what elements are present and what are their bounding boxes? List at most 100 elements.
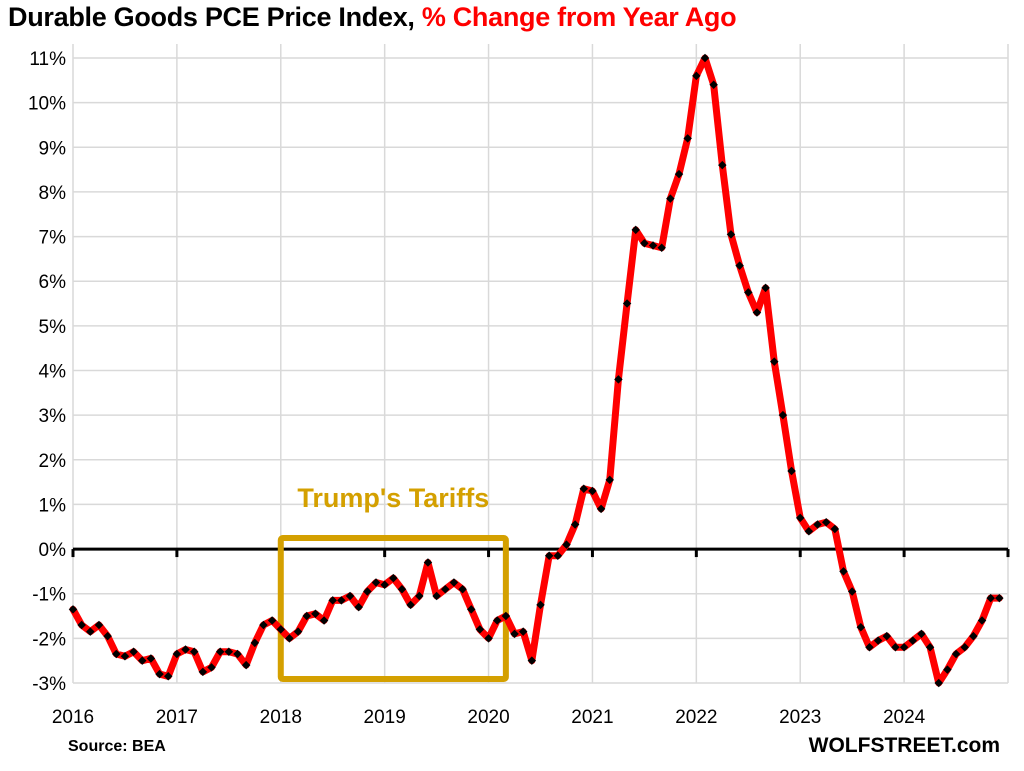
data-point [371, 578, 381, 587]
data-point [406, 600, 415, 610]
data-point [821, 518, 831, 527]
data-point [847, 587, 857, 596]
data-point [328, 596, 337, 605]
data-point [735, 261, 744, 270]
y-tick-label: 4% [39, 362, 67, 383]
x-tick-label: 2017 [156, 707, 198, 728]
data-point [536, 600, 545, 610]
data-point [891, 643, 900, 652]
data-point [492, 616, 502, 625]
x-tick-label: 2022 [675, 707, 717, 728]
brand-logo: WOLFSTREET.com [808, 734, 1000, 757]
data-point [744, 288, 753, 297]
data-point [778, 410, 788, 420]
y-tick-label: -3% [32, 674, 66, 695]
x-tick-label: 2020 [467, 707, 509, 728]
data-point [908, 636, 918, 645]
x-tick-label: 2018 [260, 707, 302, 728]
data-point [614, 375, 623, 384]
data-point [813, 520, 822, 529]
data-point [475, 625, 485, 634]
data-point [415, 591, 424, 601]
data-point [761, 283, 770, 293]
data-point [960, 643, 969, 652]
y-tick-label: 7% [39, 228, 67, 249]
data-point [337, 596, 346, 605]
data-point [856, 622, 866, 632]
data-point [363, 587, 372, 596]
y-tick-label: 6% [39, 272, 67, 293]
source-note: Source: BEA [68, 738, 166, 755]
data-point [397, 585, 407, 594]
y-tick-label: 5% [39, 317, 67, 338]
data-point [380, 580, 389, 590]
data-point [484, 634, 493, 643]
data-point [934, 678, 943, 688]
data-point [466, 605, 476, 614]
data-point [345, 591, 355, 601]
data-point [276, 625, 286, 634]
data-point [389, 573, 398, 583]
data-point [804, 526, 814, 536]
x-tick-label: 2021 [571, 707, 613, 728]
x-tick-label: 2024 [883, 707, 926, 728]
title-highlight: % Change from Year Ago [421, 2, 737, 32]
data-point [596, 504, 606, 514]
data-point [570, 520, 580, 529]
tariff-label: Trump's Tariffs [297, 483, 489, 513]
x-tick-label: 2019 [364, 707, 406, 728]
y-tick-label: 2% [39, 451, 67, 472]
title-main: Durable Goods PCE Price Index, [8, 2, 415, 32]
y-tick-label: 3% [39, 406, 67, 427]
data-point [544, 551, 554, 561]
data-point [267, 616, 277, 625]
data-point [951, 649, 961, 659]
data-point [622, 299, 632, 308]
data-point [977, 616, 987, 625]
data-point [588, 486, 597, 496]
data-point [995, 593, 1004, 603]
data-point [925, 643, 935, 652]
data-point [605, 475, 615, 485]
x-tick-label: 2016 [52, 707, 94, 728]
data-point [259, 620, 268, 630]
y-tick-label: 8% [39, 183, 67, 204]
data-point [986, 593, 995, 603]
y-tick-label: 0% [39, 540, 67, 561]
data-point [830, 524, 840, 534]
x-tick-label: 2023 [779, 707, 821, 728]
data-point [458, 585, 467, 594]
y-tick-label: -1% [32, 585, 66, 606]
y-tick-label: 9% [39, 138, 67, 159]
y-tick-label: 1% [39, 495, 67, 516]
data-point [518, 627, 528, 636]
data-point [319, 616, 329, 625]
data-point [449, 578, 459, 587]
data-point [562, 540, 571, 549]
data-point [501, 611, 511, 621]
data-point [432, 591, 441, 601]
data-point [899, 643, 909, 652]
data-point [795, 513, 805, 523]
data-point [865, 643, 874, 652]
y-tick-label: 11% [29, 49, 66, 70]
data-point [293, 627, 303, 636]
chart-title: Durable Goods PCE Price Index, % Change … [8, 2, 737, 33]
y-tick-label: 10% [28, 94, 66, 115]
data-point [441, 585, 450, 594]
data-point [553, 551, 563, 561]
tariff-box [277, 535, 509, 682]
data-point [423, 558, 433, 567]
data-point [311, 609, 320, 619]
data-point [917, 629, 926, 639]
data-point [839, 567, 848, 576]
data-point [969, 631, 978, 641]
data-point [285, 634, 294, 643]
data-point [579, 484, 589, 494]
data-point [943, 665, 952, 674]
data-point [770, 357, 779, 366]
data-point [302, 611, 311, 621]
data-point [752, 308, 762, 317]
data-point [882, 631, 892, 641]
